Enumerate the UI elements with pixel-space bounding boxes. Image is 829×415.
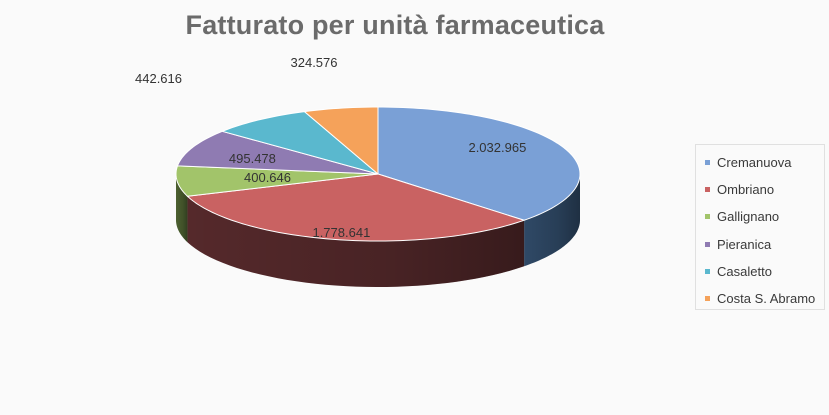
legend-label-casaletto: Casaletto (717, 263, 772, 279)
legend-swatch-cremanuova (705, 160, 710, 166)
legend-label-gallignano: Gallignano (717, 209, 780, 225)
pie-sides (176, 174, 580, 287)
legend-label-pieranica: Pieranica (717, 236, 772, 252)
legend-label-cremanuova: Cremanuova (717, 155, 792, 171)
legend-label-costa-s-abramo: Costa S. Abramo (717, 291, 816, 307)
data-label-gallignano: 400.646 (244, 170, 291, 185)
legend-item-casaletto: Casaletto (705, 258, 824, 285)
pie-slice-costa-s-abramo (303, 106, 379, 175)
legend-swatch-costa-s-abramo (705, 296, 710, 302)
legend-item-gallignano: Gallignano (705, 203, 824, 230)
legend: Cremanuova Ombriano Gallignano Pieranica Cas… (695, 144, 825, 310)
pie-slice-ombriano (186, 173, 525, 242)
data-label-pieranica: 495.478 (229, 151, 276, 166)
data-label-ombriano: 1.778.641 (312, 225, 370, 240)
legend-label-ombriano: Ombriano (717, 182, 775, 198)
legend-swatch-gallignano (705, 214, 710, 220)
legend-item-costa-s-abramo: Costa S. Abramo (705, 285, 824, 312)
pie-slice-casaletto (221, 111, 379, 175)
data-label-costa-s-abramo: 324.576 (291, 55, 338, 70)
data-label-casaletto: 442.616 (135, 71, 182, 86)
legend-item-pieranica: Pieranica (705, 231, 824, 258)
legend-swatch-ombriano (705, 187, 710, 193)
pie-side-ombriano-shade (187, 196, 525, 287)
legend-item-ombriano: Ombriano (705, 176, 824, 203)
pie-slice-gallignano (175, 165, 379, 197)
pie-slice-cremanuova (377, 106, 581, 221)
legend-swatch-pieranica (705, 241, 710, 247)
legend-swatch-casaletto (705, 268, 710, 274)
chart-title: Fatturato per unità farmaceutica (185, 10, 605, 40)
pie-side-gallignano-shade (176, 174, 188, 243)
pie-data-labels: 2.032.965 1.778.641 400.646 495.478 442.616 3… (135, 55, 526, 240)
pie-slice-pieranica (176, 130, 379, 175)
pie-top (175, 106, 581, 242)
pie-side-cremanuova-shade (524, 174, 580, 267)
data-label-cremanuova: 2.032.965 (468, 140, 526, 155)
legend-item-cremanuova: Cremanuova (705, 149, 824, 176)
